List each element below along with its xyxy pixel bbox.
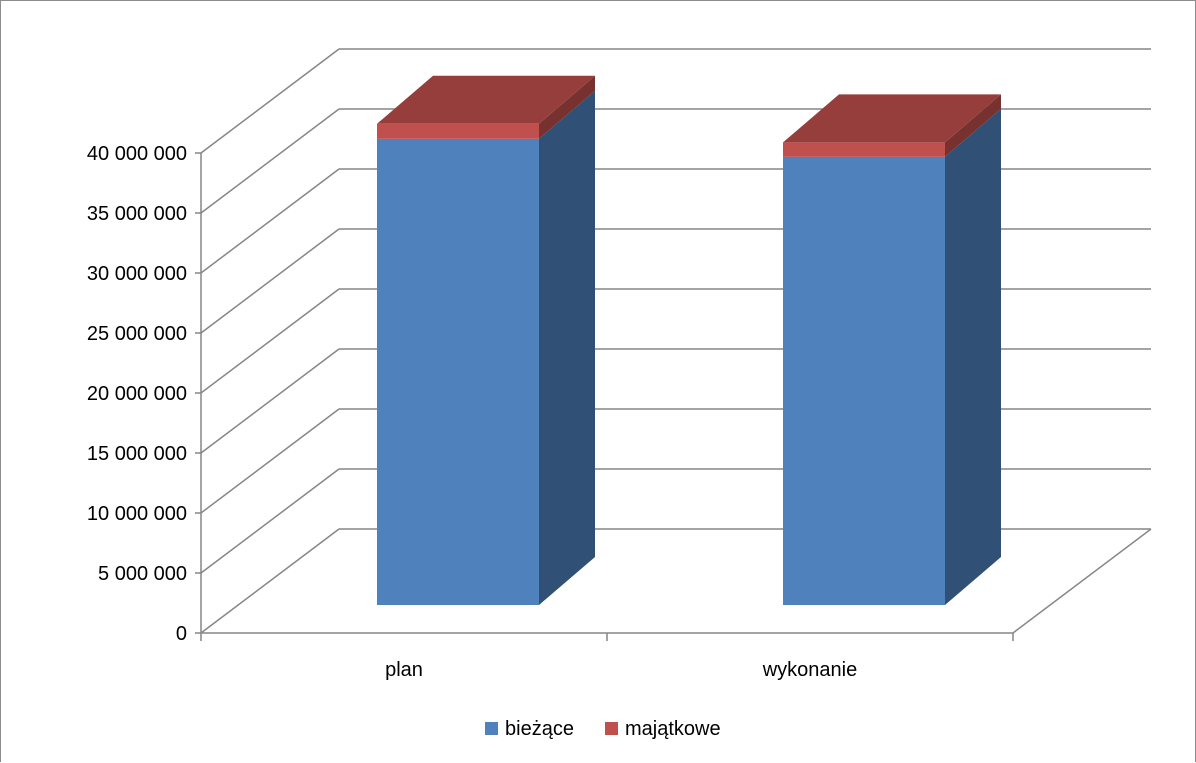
legend-label-0: bieżące: [505, 718, 574, 740]
y-tick-label: 40 000 000: [87, 143, 187, 165]
x-category-label: plan: [385, 659, 423, 681]
y-tick-label: 15 000 000: [87, 443, 187, 465]
gridline-side-0: [200, 528, 340, 634]
y-tick-labels: 0 5 000 000 10 000 000 15 000 000 20 000 000…: [87, 143, 187, 645]
gridline-side-1: [200, 468, 340, 574]
y-tick-label: 5 000 000: [98, 563, 187, 585]
axes: [195, 152, 1152, 641]
y-tick-label: 0: [176, 623, 187, 645]
legend-label-1: majątkowe: [625, 718, 721, 740]
legend-swatch-1: [605, 722, 618, 735]
gridline-side-6: [200, 168, 340, 274]
bar-plan-bieżące-side: [539, 90, 595, 606]
bar-wykonanie-majątkowe-side: [945, 94, 1001, 157]
y-tick-label: 35 000 000: [87, 203, 187, 225]
bar-plan-bieżące-front: [377, 138, 539, 606]
bar-wykonanie-bieżące-front: [783, 156, 945, 606]
gridline-side-5: [200, 228, 340, 334]
bar-wykonanie-majątkowe-top: [783, 94, 1001, 143]
legend: bieżące majątkowe: [485, 718, 721, 740]
gridline-side-3: [200, 348, 340, 454]
y-tick-label: 30 000 000: [87, 263, 187, 285]
bars: [377, 75, 1001, 606]
bar-wykonanie-bieżące-side: [945, 108, 1001, 606]
gridlines: [200, 48, 1151, 634]
y-tick-label: 25 000 000: [87, 323, 187, 345]
y-tick-label: 20 000 000: [87, 383, 187, 405]
bar-plan-majątkowe-side: [539, 75, 595, 139]
gridline-side-7: [200, 108, 340, 214]
x-category-label: wykonanie: [762, 659, 858, 681]
bar-plan-majątkowe-top: [377, 75, 595, 124]
floor-right-edge: [1012, 528, 1152, 634]
legend-swatch-0: [485, 722, 498, 735]
y-tick-label: 10 000 000: [87, 503, 187, 525]
bar-wykonanie-majątkowe-front: [783, 142, 945, 157]
gridline-side-4: [200, 288, 340, 394]
x-category-labels: plan wykonanie: [385, 659, 857, 681]
gridline-side-8: [200, 48, 340, 154]
gridline-side-2: [200, 408, 340, 514]
bar-plan-majątkowe-front: [377, 123, 539, 139]
